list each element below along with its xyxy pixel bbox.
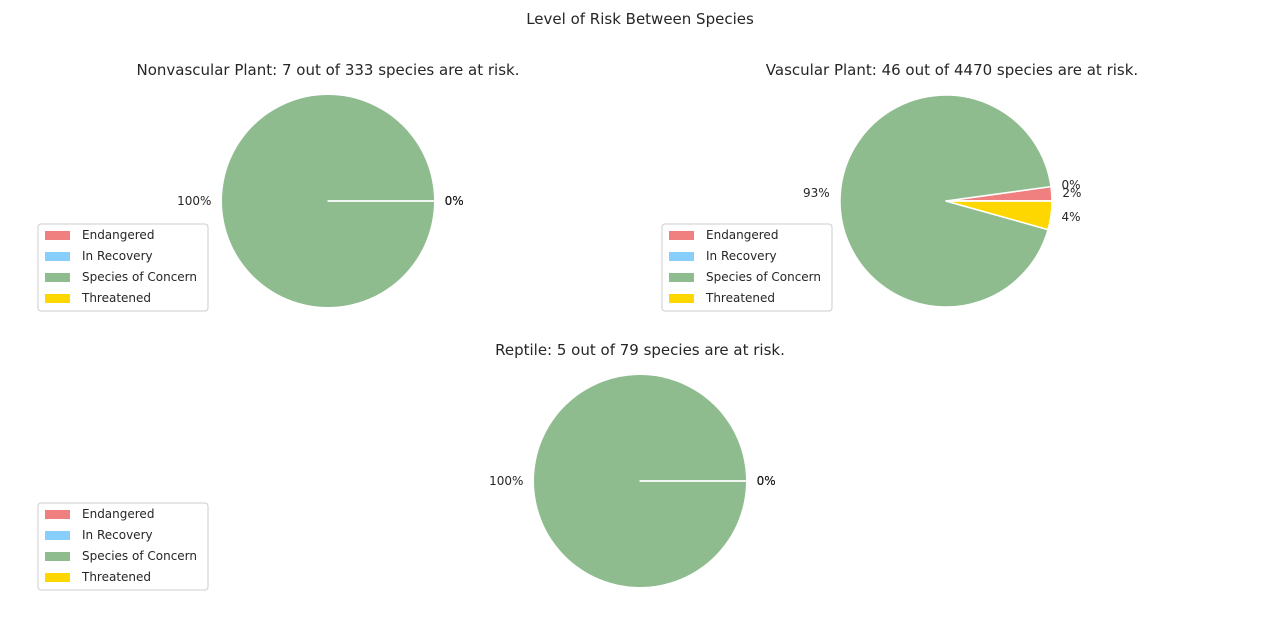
legend-label: Endangered <box>82 228 154 242</box>
pie-title: Reptile: 5 out of 79 species are at risk… <box>495 341 785 359</box>
pie-title: Vascular Plant: 46 out of 4470 species a… <box>766 61 1138 79</box>
legend-swatch-species-of-concern <box>45 273 70 282</box>
legend-label: In Recovery <box>82 528 153 542</box>
legend-swatch-in-recovery <box>669 252 694 261</box>
legend-swatch-endangered <box>45 510 70 519</box>
pie-percent-label: 0% <box>445 194 464 208</box>
pie-percent-label: 0% <box>1062 178 1081 192</box>
pie-chart-2: Vascular Plant: 46 out of 4470 species a… <box>661 61 1138 312</box>
legend-frame <box>37 502 209 591</box>
pie-percent-label: 4% <box>1062 210 1081 224</box>
pie-percent-label: 0% <box>757 474 776 488</box>
legend-label: In Recovery <box>82 249 153 263</box>
legend-swatch-threatened <box>45 294 70 303</box>
legend-swatch-in-recovery <box>45 531 70 540</box>
legend: Endangered In Recovery Species of Concern T… <box>37 502 209 591</box>
pie-title: Nonvascular Plant: 7 out of 333 species … <box>137 61 520 79</box>
pie-percent-label: 0% <box>757 474 776 488</box>
legend-swatch-threatened <box>669 294 694 303</box>
legend-swatch-endangered <box>669 231 694 240</box>
legend: Endangered In Recovery Species of Concern T… <box>661 223 833 312</box>
legend-label: Endangered <box>82 507 154 521</box>
pie-chart-3: Reptile: 5 out of 79 species are at risk… <box>37 341 785 591</box>
legend: Endangered In Recovery Species of Concern T… <box>37 223 209 312</box>
legend-label: Species of Concern <box>82 549 197 563</box>
pie-percent-label: 2% <box>1062 186 1081 200</box>
pie-percent-label: 0% <box>445 194 464 208</box>
pie-percent-label: 0% <box>445 194 464 208</box>
legend-label: Threatened <box>705 291 775 305</box>
legend-label: Species of Concern <box>82 270 197 284</box>
legend-label: Threatened <box>81 291 151 305</box>
legend-frame <box>661 223 833 312</box>
pie-percent-label: 0% <box>757 474 776 488</box>
pie-percent-label: 100% <box>177 194 211 208</box>
figure-title: Level of Risk Between Species <box>526 10 754 28</box>
legend-swatch-endangered <box>45 231 70 240</box>
legend-label: Species of Concern <box>706 270 821 284</box>
legend-swatch-species-of-concern <box>45 552 70 561</box>
legend-label: Threatened <box>81 570 151 584</box>
legend-frame <box>37 223 209 312</box>
legend-label: Endangered <box>706 228 778 242</box>
legend-label: In Recovery <box>706 249 777 263</box>
legend-swatch-threatened <box>45 573 70 582</box>
pie-chart-1: Nonvascular Plant: 7 out of 333 species … <box>37 61 520 312</box>
pie-percent-label: 93% <box>803 186 830 200</box>
pie-charts: Nonvascular Plant: 7 out of 333 species … <box>37 61 1138 591</box>
legend-swatch-in-recovery <box>45 252 70 261</box>
pie-percent-label: 100% <box>489 474 523 488</box>
legend-swatch-species-of-concern <box>669 273 694 282</box>
